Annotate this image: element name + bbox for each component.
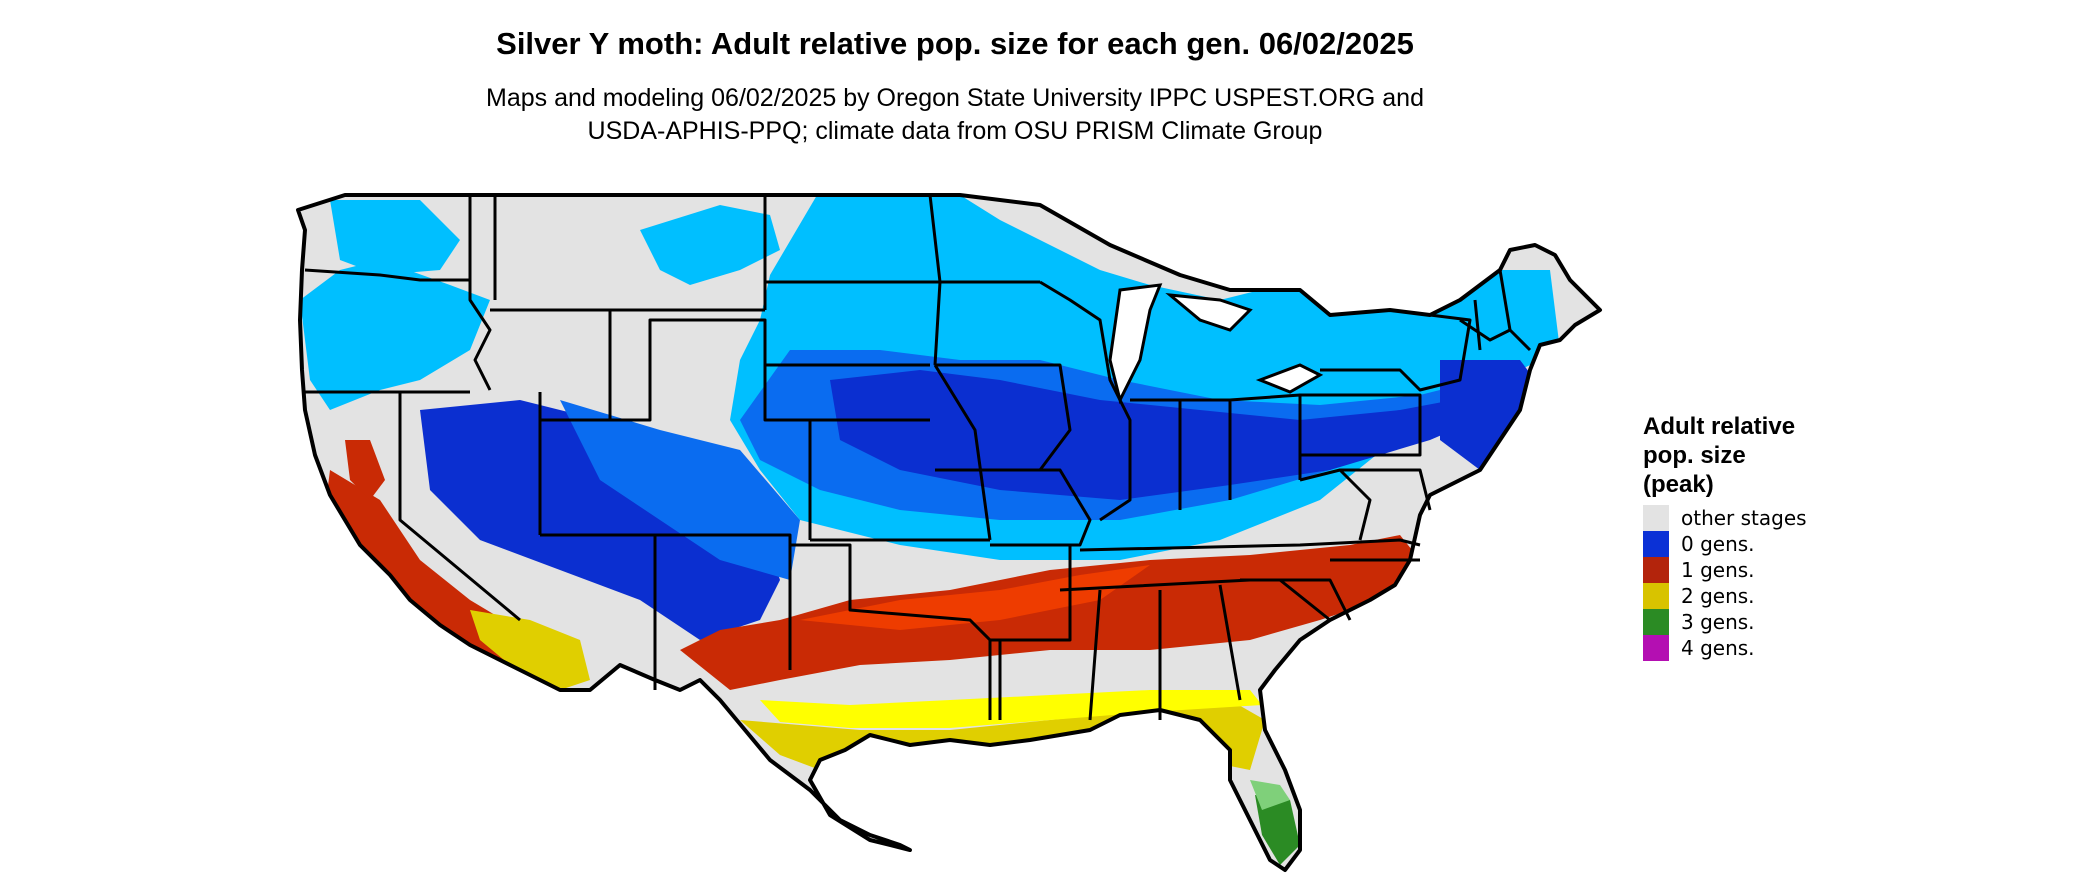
- map-title: Silver Y moth: Adult relative pop. size …: [496, 26, 1414, 61]
- border-nevada-california: [398, 392, 521, 622]
- border-nebraska-kansas: [765, 364, 992, 542]
- legend-label-3-gens: 3 gens.: [1681, 610, 1755, 634]
- border-new-england: [1459, 269, 1532, 352]
- border-wisconsin-illinois: [1039, 280, 1132, 522]
- border-mississippi-alabama: [1059, 578, 1251, 721]
- legend-title-line-3: (peak): [1643, 471, 1714, 498]
- border-virginia-westvirginia: [1299, 468, 1432, 541]
- legend-label-other-stages: other stages: [1681, 506, 1807, 530]
- map-fill-regions: [298, 195, 1600, 870]
- border-washington-oregon: [304, 268, 470, 282]
- legend-swatch-3-gens: [1643, 609, 1669, 635]
- border-oklahoma-texas: [790, 543, 992, 720]
- legend-label-0-gens: 0 gens.: [1681, 532, 1755, 556]
- region-light-blue-west: [300, 260, 490, 410]
- region-red-central-ca: [345, 440, 385, 500]
- state-borders: [296, 193, 1602, 872]
- legend-label-4-gens: 4 gens.: [1681, 636, 1755, 660]
- region-light-blue-west2: [330, 200, 460, 275]
- border-pennsylvania: [1298, 393, 1422, 457]
- great-lakes: [1108, 283, 1324, 405]
- legend-swatch-4-gens: [1643, 635, 1669, 661]
- legend-label-2-gens: 2 gens.: [1681, 584, 1755, 608]
- legend-swatch-1-gens: [1643, 557, 1669, 583]
- legend-swatch-other-stages: [1643, 505, 1669, 531]
- border-arkansas-louisiana: [990, 543, 1072, 720]
- map-subtitle-line-1: Maps and modeling 06/02/2025 by Oregon S…: [486, 84, 1424, 112]
- border-montana: [490, 195, 767, 312]
- border-idaho: [468, 195, 492, 391]
- region-bright-yellow-gulf: [760, 690, 1262, 728]
- border-kentucky-tennessee: [1079, 538, 1421, 552]
- region-dark-blue-central: [830, 370, 1500, 500]
- region-light-green-florida: [1250, 780, 1290, 810]
- border-newyork: [1320, 313, 1472, 392]
- legend-label-1-gens: 1 gens.: [1681, 558, 1755, 582]
- region-yellow-southwest: [470, 610, 590, 690]
- region-green-florida: [1255, 795, 1300, 865]
- legend-title-line-2: pop. size: [1643, 442, 1746, 469]
- map-subtitle-line-2: USDA-APHIS-PPQ; climate data from OSU PR…: [587, 117, 1323, 145]
- legend-swatch-0-gens: [1643, 531, 1669, 557]
- border-arizona-newmexico: [540, 533, 792, 690]
- border-georgia-carolinas: [1240, 558, 1420, 622]
- legend-title-line-1: Adult relative: [1643, 413, 1796, 440]
- legend-swatch-2-gens: [1643, 583, 1669, 609]
- region-red-band: [680, 535, 1420, 690]
- legend-title: Adult relative pop. size (peak): [1643, 412, 1863, 499]
- region-light-blue-montana: [640, 205, 780, 285]
